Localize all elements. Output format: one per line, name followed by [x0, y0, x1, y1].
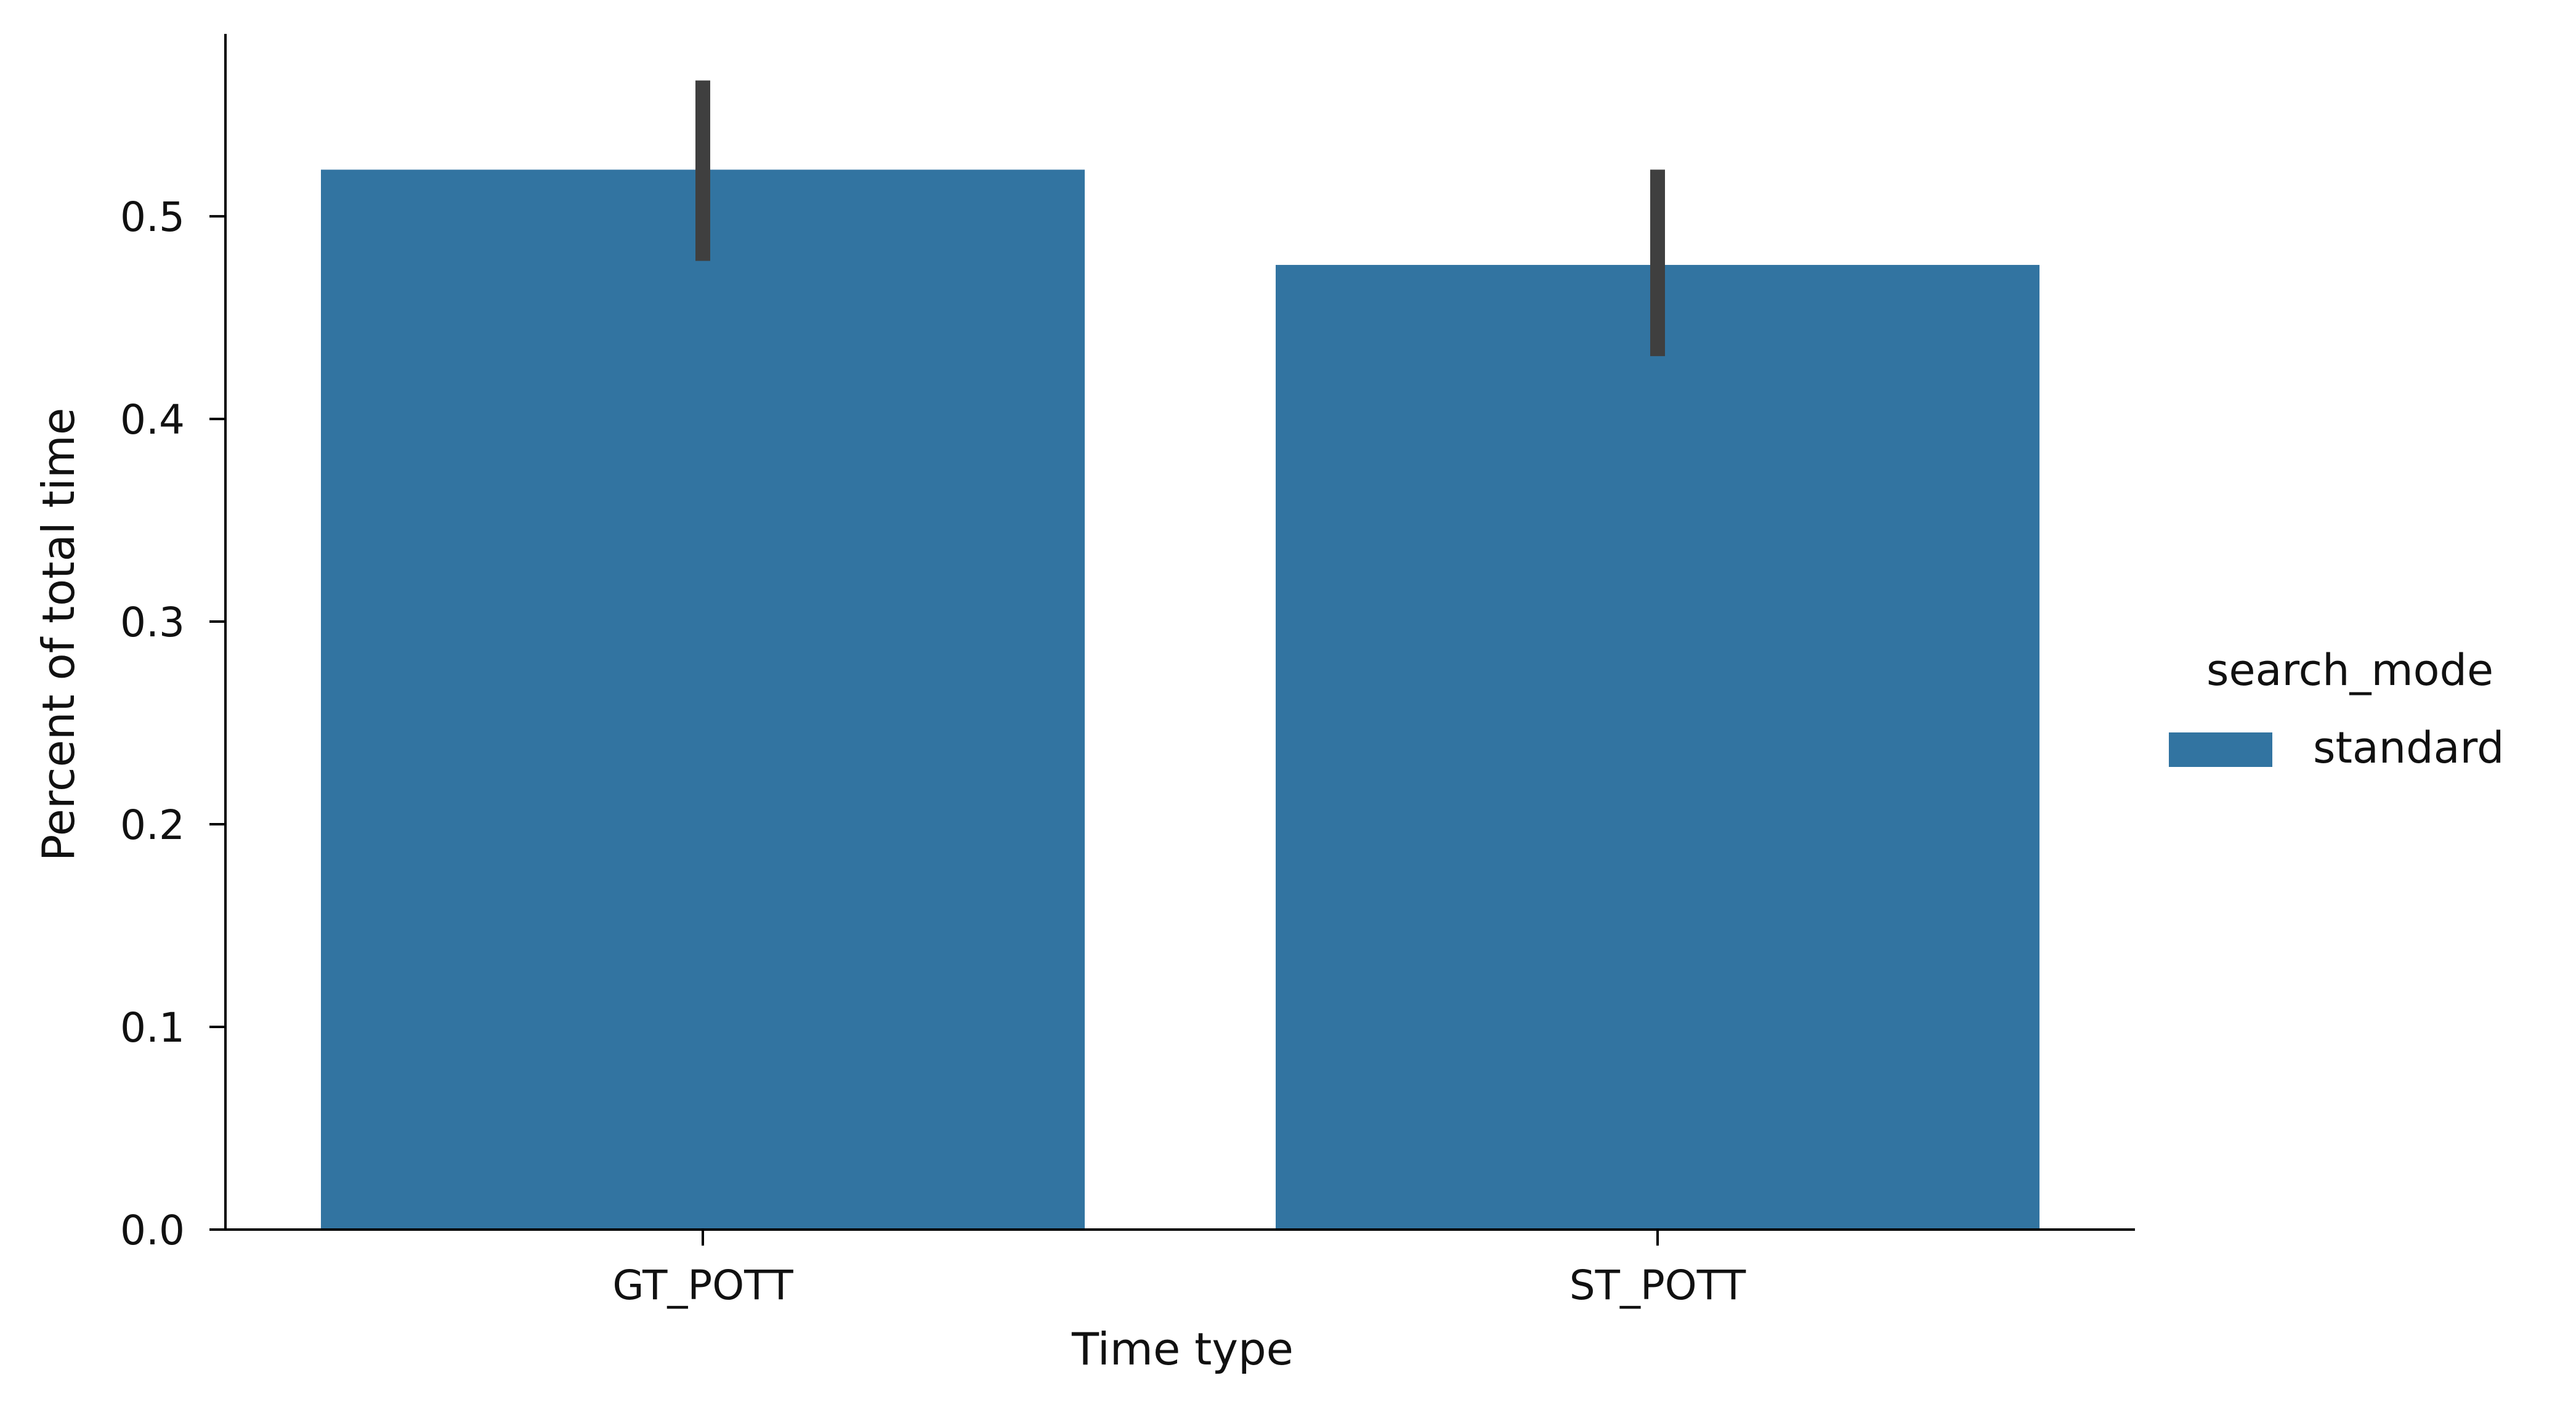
- legend-swatch-standard: [2169, 732, 2272, 767]
- y-tick-label: 0.1: [120, 1004, 185, 1052]
- bar-st-pott: [1276, 265, 2039, 1230]
- y-tick-label: 0.2: [120, 801, 185, 849]
- legend-title: search_mode: [2206, 645, 2493, 695]
- y-tick-label: 0.5: [120, 193, 185, 241]
- errorbars-layer: [695, 80, 1665, 357]
- y-axis-title: Percent of total time: [33, 408, 84, 861]
- bars-layer: [321, 169, 2039, 1230]
- legend: search_mode standard: [2169, 645, 2505, 773]
- x-tick-label: GT_POTT: [612, 1262, 793, 1309]
- bar-gt-pott: [321, 169, 1085, 1230]
- y-tick-label: 0.0: [120, 1207, 185, 1254]
- x-axis-title: Time type: [1071, 1323, 1294, 1375]
- y-tick-label: 0.3: [120, 599, 185, 646]
- x-tick-label: ST_POTT: [1569, 1262, 1746, 1309]
- axes-layer: GT_POTT ST_POTT 0.0 0.1 0.2 0.3 0.4 0.5: [120, 34, 2135, 1309]
- y-tick-label: 0.4: [120, 396, 185, 444]
- legend-label-standard: standard: [2313, 723, 2505, 773]
